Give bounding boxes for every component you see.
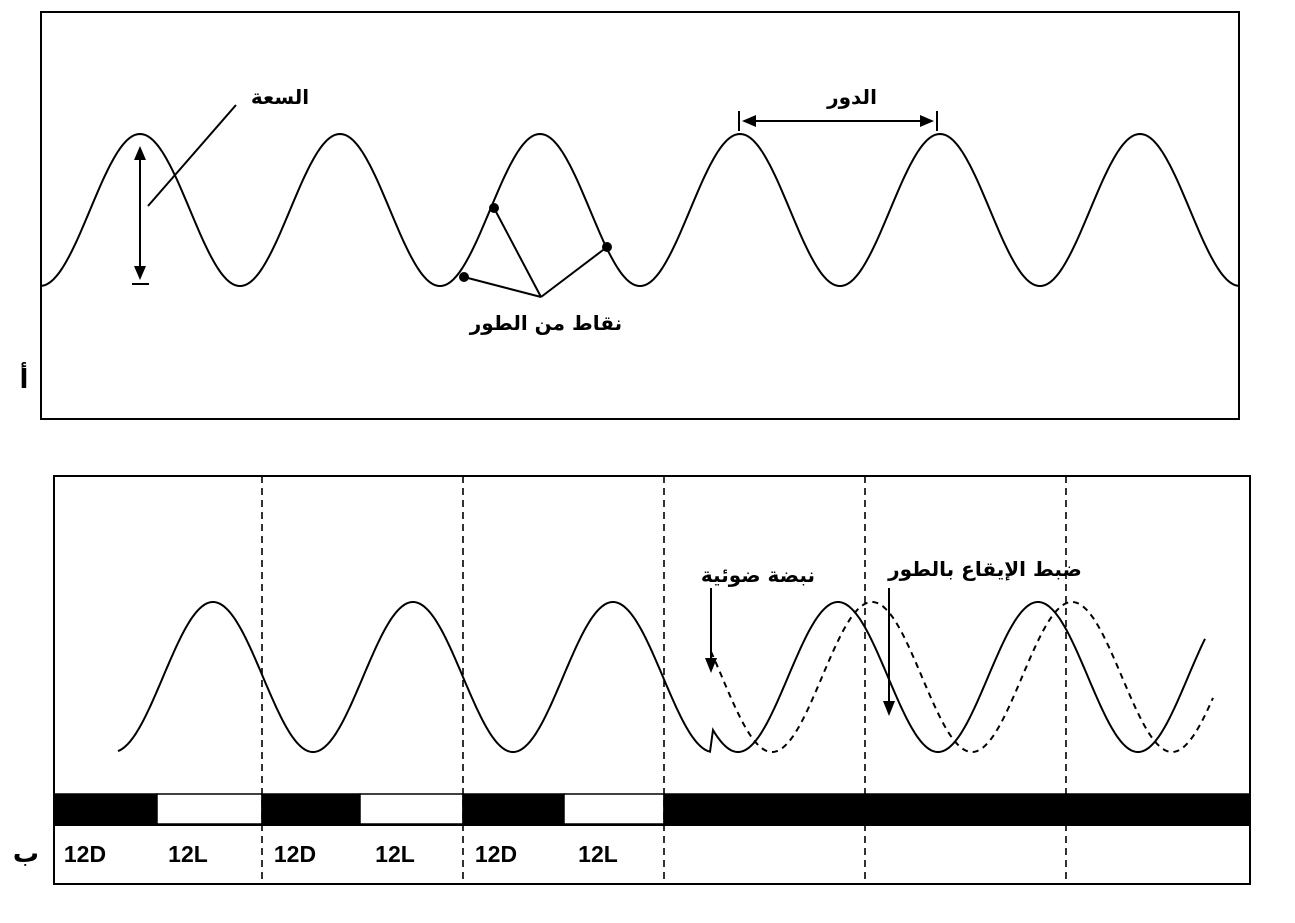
phase-leader-line xyxy=(540,246,608,298)
amplitude-arrowhead-bottom xyxy=(134,266,146,280)
panel-b-frame xyxy=(53,475,1251,885)
dark-period-segment xyxy=(53,793,158,825)
period-label: الدور xyxy=(826,85,877,109)
schedule-label: 12L xyxy=(375,841,415,867)
schedule-labels: 12D 12L 12D 12L 12D 12L xyxy=(64,841,618,867)
amplitude-leader-line xyxy=(147,104,237,207)
amplitude-marker xyxy=(132,104,237,285)
phase-points-label: نقاط من الطور xyxy=(469,311,622,335)
phase-shift-label: ضبط الإيقاع بالطور xyxy=(887,557,1082,581)
dark-period-segment xyxy=(462,793,565,825)
phase-shift-arrowhead xyxy=(883,701,895,716)
phase-leader-line xyxy=(463,276,542,298)
dark-period-segment xyxy=(663,793,866,825)
period-marker xyxy=(738,111,938,131)
dark-period-segment xyxy=(864,793,1067,825)
panel-a-frame xyxy=(40,11,1240,420)
phase-point xyxy=(489,203,499,213)
light-pulse-label: نبضة ضوئية xyxy=(701,563,815,587)
dark-period-segment xyxy=(261,793,361,825)
period-arrowhead-right xyxy=(920,115,934,127)
panel-b-letter: ب xyxy=(13,839,39,869)
panel-a: السعة الدور نقاط من الطور أ xyxy=(20,11,1240,420)
schedule-label: 12D xyxy=(274,841,316,867)
light-pulse-arrow xyxy=(705,588,717,673)
amplitude-label: السعة xyxy=(251,85,309,109)
phase-shift-arrow xyxy=(883,588,895,716)
free-running-rhythm-curve xyxy=(710,601,1214,753)
oscillation-curve xyxy=(41,132,1239,288)
phase-point xyxy=(602,242,612,252)
light-period-segment xyxy=(156,793,263,825)
schedule-label: 12L xyxy=(168,841,208,867)
schedule-label: 12L xyxy=(578,841,618,867)
light-period-segment xyxy=(563,793,665,825)
phase-points xyxy=(459,203,612,298)
schedule-label: 12D xyxy=(64,841,106,867)
panel-b: 12D 12L 12D 12L 12D 12L نبضة ضوئية ضبط ا… xyxy=(13,475,1251,885)
schedule-label: 12D xyxy=(475,841,517,867)
period-arrowhead-left xyxy=(742,115,756,127)
phase-point xyxy=(459,272,469,282)
dark-period-segment xyxy=(1065,793,1251,825)
phase-leader-line xyxy=(493,207,542,298)
panel-a-letter: أ xyxy=(20,362,29,395)
amplitude-arrowhead-top xyxy=(134,146,146,160)
entrained-rhythm-curve xyxy=(117,601,1206,753)
light-pulse-arrowhead xyxy=(705,658,717,673)
light-period-segment xyxy=(359,793,464,825)
light-dark-bar xyxy=(53,793,1251,825)
